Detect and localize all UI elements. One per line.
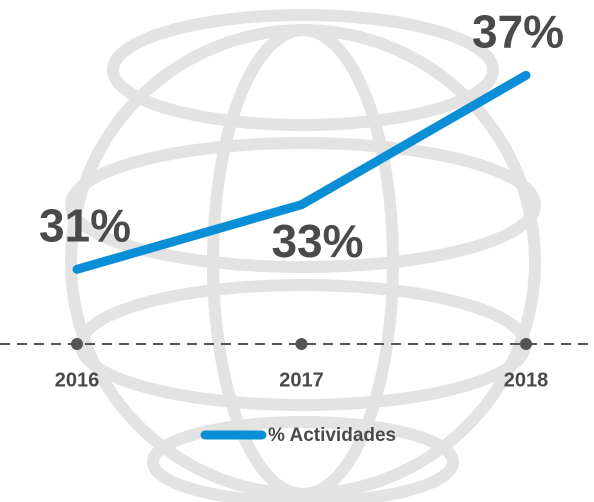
category-dot <box>295 338 308 350</box>
data-label: 33% <box>271 215 363 267</box>
x-tick-label: 2016 <box>55 369 100 391</box>
category-dot <box>71 338 83 350</box>
data-label: 37% <box>472 5 564 57</box>
x-tick-label: 2018 <box>504 369 549 391</box>
data-line <box>72 70 531 274</box>
category-dot <box>520 338 532 350</box>
legend-label: % Actividades <box>268 425 396 446</box>
x-tick-label: 2017 <box>279 369 324 391</box>
data-label: 31% <box>39 199 131 251</box>
